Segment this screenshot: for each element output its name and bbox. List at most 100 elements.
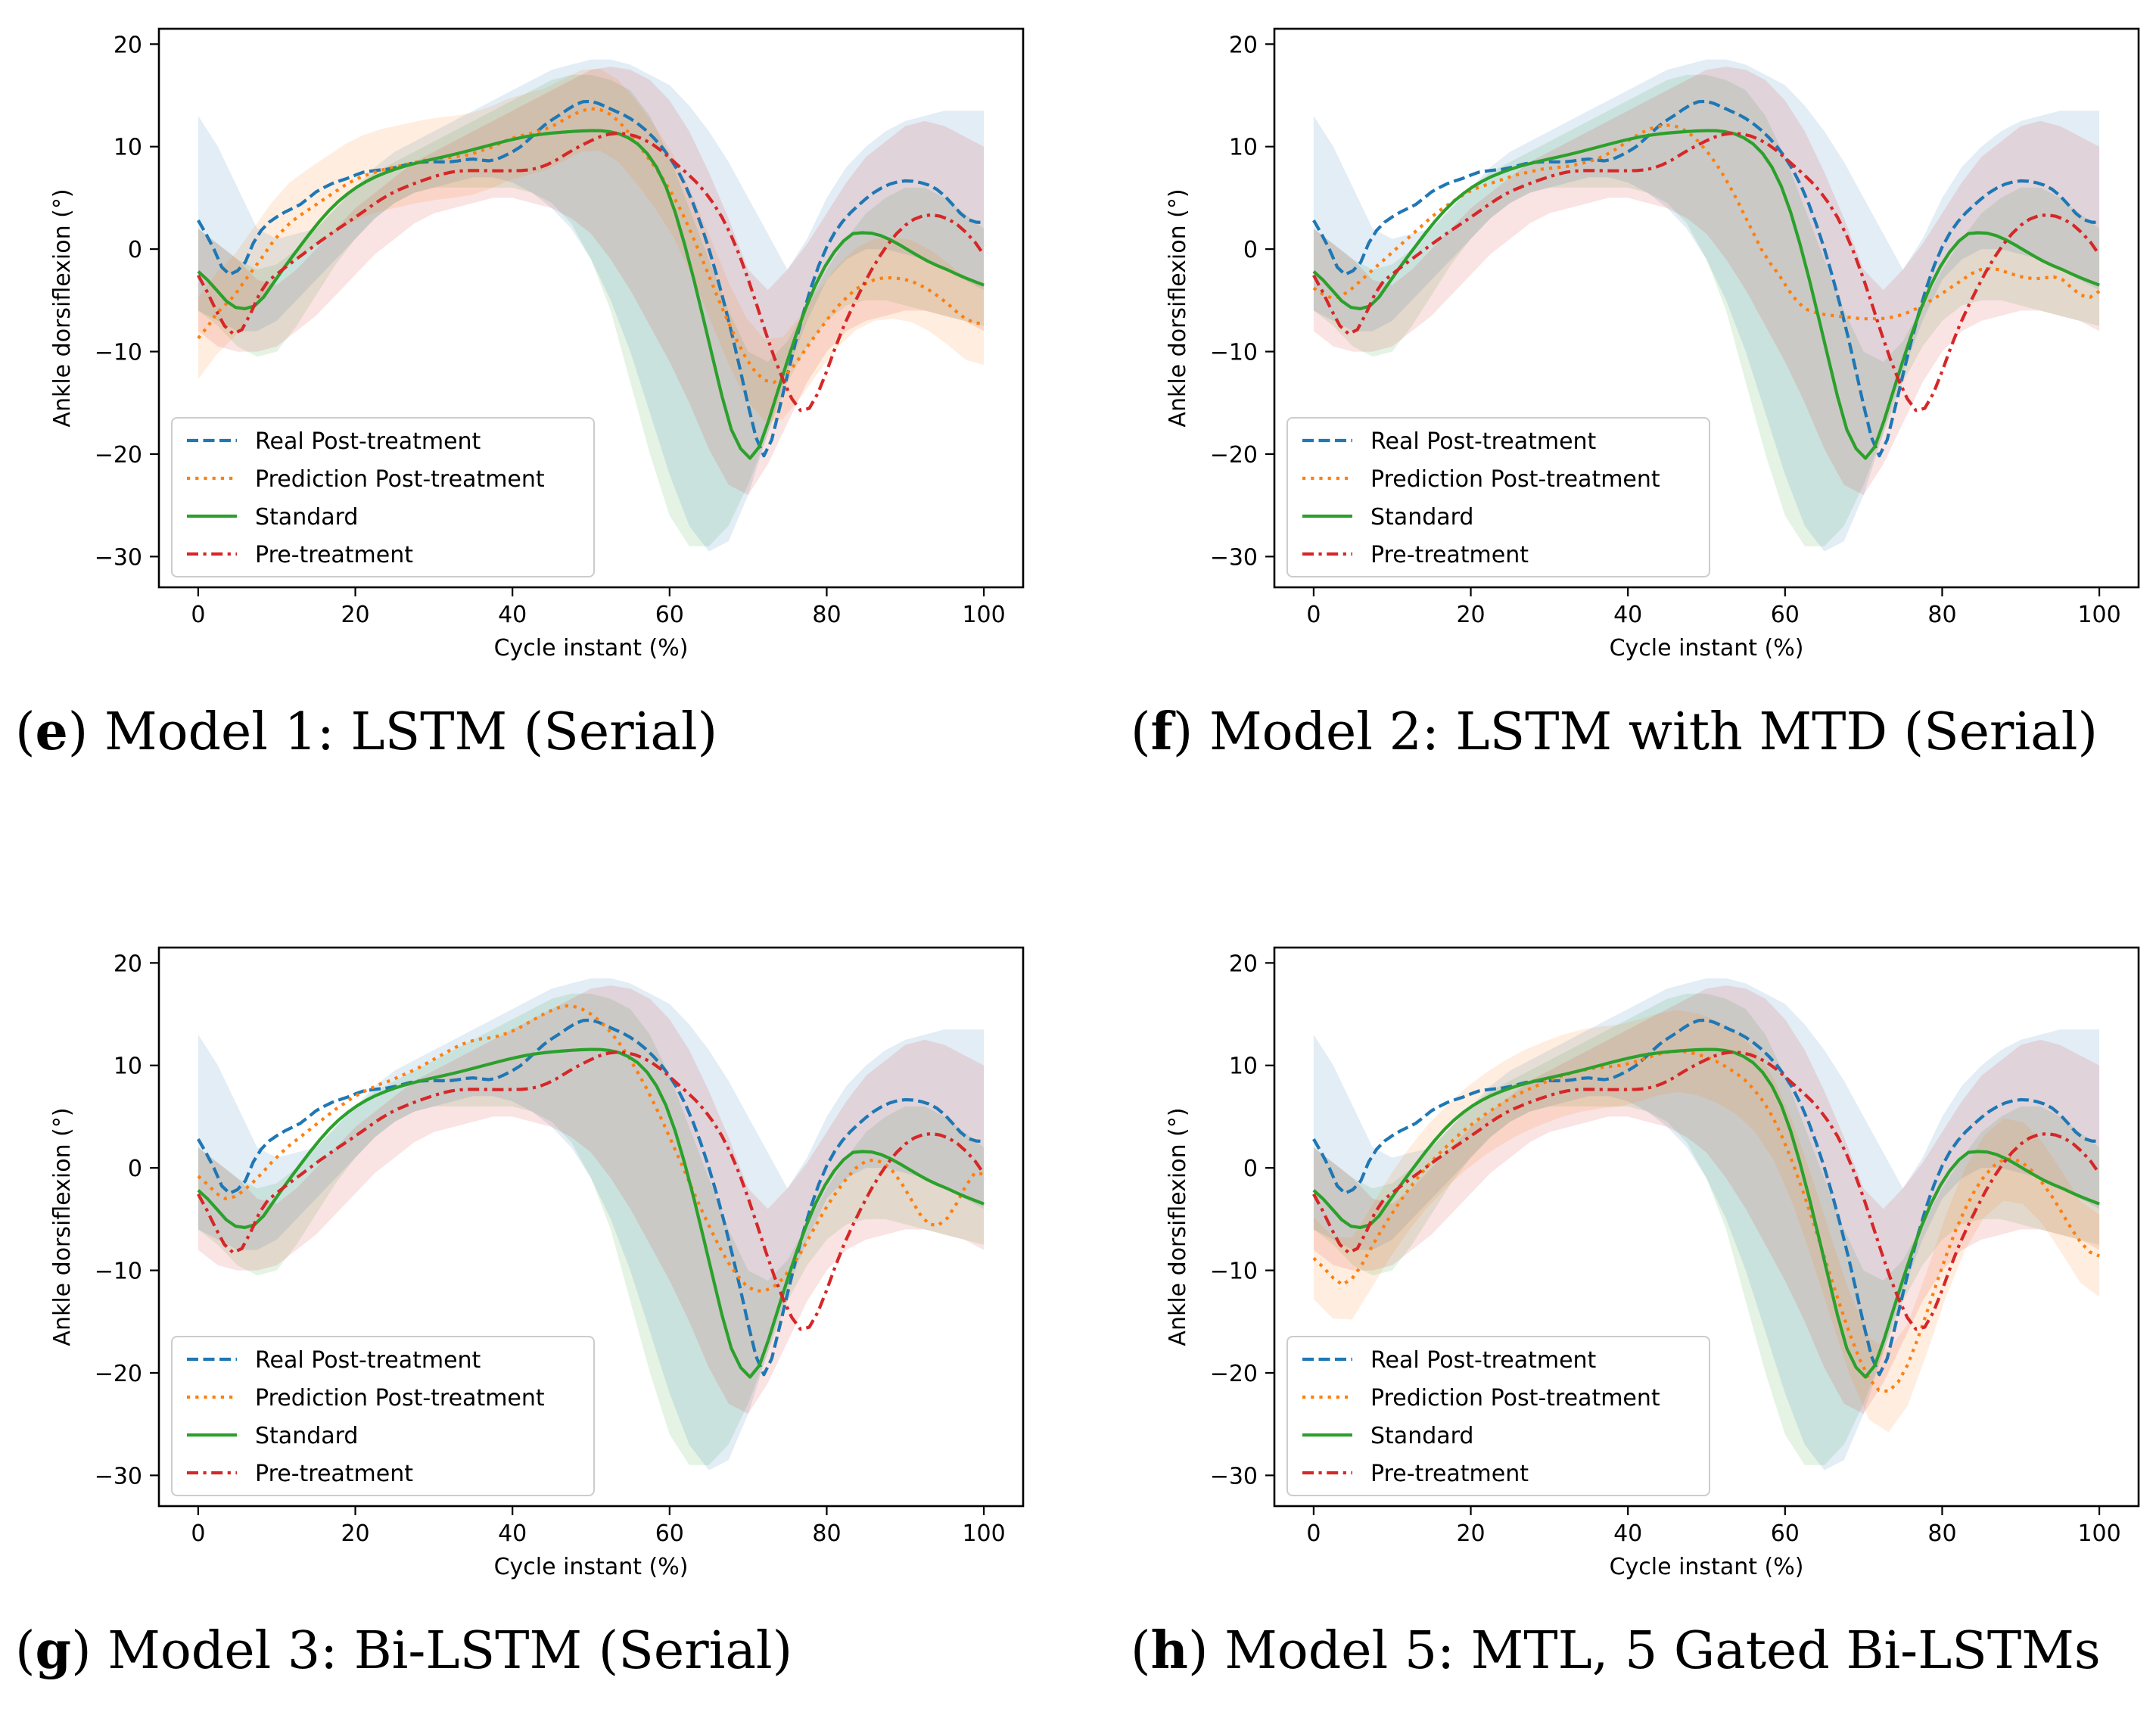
- legend-real-label: Real Post-treatment: [255, 1347, 481, 1374]
- y-tick-label: −30: [1210, 544, 1258, 571]
- band-standard: [198, 993, 985, 1465]
- x-tick-label: 20: [341, 602, 369, 628]
- caption-letter: g: [36, 1620, 72, 1681]
- y-tick-label: −20: [1210, 1361, 1258, 1387]
- y-tick-label: 10: [1229, 1054, 1258, 1080]
- legend-standard-label: Standard: [255, 1423, 358, 1449]
- series-standard: [197, 129, 985, 460]
- y-tick-label: 0: [128, 1156, 142, 1182]
- legend-pre-label: Pre-treatment: [1370, 1461, 1529, 1487]
- plot-area: [1312, 59, 2101, 552]
- legend-pre-label: Pre-treatment: [255, 542, 413, 568]
- legend-pre-label: Pre-treatment: [255, 1461, 413, 1487]
- panel-caption: (h) Model 5: MTL, 5 Gated Bi-LSTMs: [1131, 1620, 2101, 1681]
- x-tick-label: 80: [812, 602, 841, 628]
- legend-box: [1286, 1336, 1710, 1496]
- caption-text: ) Model 2: LSTM with MTD (Serial): [1173, 702, 2098, 762]
- caption-open-paren: (: [15, 702, 36, 762]
- y-tick-label: 20: [114, 32, 142, 58]
- legend-standard-label: Standard: [255, 504, 358, 531]
- y-tick-label: −30: [95, 1463, 142, 1489]
- y-tick-label: −10: [95, 1259, 142, 1285]
- legend-box: [171, 417, 595, 577]
- panel-g: 0 20 40 60 80 100 −30 −20 −10 0 10 20 Cycle instant …: [15, 946, 1025, 1681]
- x-axis-label: Cycle instant (%): [494, 635, 689, 661]
- caption-text: ) Model 1: LSTM (Serial): [68, 702, 717, 762]
- series-standard: [1312, 129, 2100, 460]
- y-axis-label: Ankle dorsiflexion (°): [49, 1107, 76, 1346]
- series-pre-treatment: [1312, 1050, 2101, 1331]
- panel-h: 0 20 40 60 80 100 −30 −20 −10 0 10 20 Cycle instant …: [1131, 946, 2140, 1681]
- x-tick-label: 60: [1771, 602, 1800, 628]
- y-tick-label: 20: [1229, 32, 1258, 58]
- y-tick-label: 0: [1243, 1156, 1258, 1182]
- y-tick-label: −20: [95, 442, 142, 468]
- x-tick-label: 0: [1306, 602, 1321, 628]
- x-tick-label: 60: [655, 1520, 684, 1547]
- band-real: [198, 59, 985, 552]
- caption-letter: e: [36, 702, 68, 762]
- x-axis-label: Cycle instant (%): [494, 1554, 689, 1580]
- legend-box: [171, 1336, 595, 1496]
- series-real-post-treatment: [197, 99, 985, 458]
- plot-area: [1312, 978, 2101, 1471]
- y-tick-label: 20: [1229, 951, 1258, 977]
- band-real: [1313, 978, 2100, 1471]
- x-tick-label: 0: [191, 1520, 205, 1547]
- x-tick-label: 0: [1306, 1520, 1321, 1547]
- series-real-post-treatment: [197, 1018, 985, 1377]
- x-tick-label: 100: [962, 602, 1005, 628]
- x-tick-label: 80: [812, 1520, 841, 1547]
- y-tick-label: −30: [1210, 1463, 1258, 1489]
- x-tick-label: 80: [1927, 1520, 1956, 1547]
- axes-frame: [157, 946, 1025, 1508]
- y-tick-label: 10: [1229, 135, 1258, 161]
- x-axis-label: Cycle instant (%): [1610, 635, 1804, 661]
- legend-box: [1286, 417, 1710, 577]
- x-tick-label: 100: [2077, 1520, 2120, 1547]
- legend-prediction-label: Prediction Post-treatment: [255, 466, 545, 493]
- y-tick-label: −20: [1210, 442, 1258, 468]
- x-tick-label: 40: [1613, 602, 1642, 628]
- y-tick-label: −10: [95, 340, 142, 366]
- caption-text: ) Model 5: MTL, 5 Gated Bi-LSTMs: [1188, 1621, 2101, 1681]
- y-tick-label: 10: [114, 1054, 142, 1080]
- legend-real-label: Real Post-treatment: [1370, 428, 1597, 455]
- caption-open-paren: (: [1131, 702, 1151, 762]
- axes-frame: [1273, 27, 2140, 589]
- caption-open-paren: (: [1131, 1621, 1151, 1681]
- band-real: [198, 978, 985, 1471]
- y-tick-label: 20: [114, 951, 142, 977]
- series-standard: [197, 1047, 985, 1379]
- legend-pre-label: Pre-treatment: [1370, 542, 1529, 568]
- axes-frame: [1273, 946, 2140, 1508]
- x-tick-label: 0: [191, 602, 205, 628]
- legend-standard-label: Standard: [1370, 504, 1473, 531]
- panel-caption: (e) Model 1: LSTM (Serial): [15, 702, 717, 762]
- x-axis-label: Cycle instant (%): [1610, 1554, 1804, 1580]
- series-pre-treatment: [197, 132, 985, 412]
- legend-standard-label: Standard: [1370, 1423, 1473, 1449]
- axes-frame: [157, 27, 1025, 589]
- caption-open-paren: (: [15, 1621, 36, 1681]
- series-pre-treatment: [1312, 132, 2101, 412]
- y-axis-label: Ankle dorsiflexion (°): [1165, 188, 1191, 427]
- legend-prediction-label: Prediction Post-treatment: [1370, 466, 1660, 493]
- x-tick-label: 40: [498, 602, 527, 628]
- y-tick-label: −10: [1210, 340, 1258, 366]
- x-tick-label: 20: [341, 1520, 369, 1547]
- x-tick-label: 60: [1771, 1520, 1800, 1547]
- panel-f: 0 20 40 60 80 100 −30 −20 −10 0 10 20 Cycle instant …: [1131, 27, 2140, 762]
- band-real: [1313, 59, 2100, 552]
- series-real-post-treatment: [1312, 99, 2100, 458]
- x-tick-label: 20: [1456, 602, 1485, 628]
- y-tick-label: −30: [95, 544, 142, 571]
- legend-prediction-label: Prediction Post-treatment: [1370, 1385, 1660, 1412]
- series-prediction-post-treatment: [197, 1004, 985, 1293]
- band-standard: [1313, 74, 2100, 546]
- x-tick-label: 80: [1927, 602, 1956, 628]
- x-tick-label: 20: [1456, 1520, 1485, 1547]
- y-tick-label: 0: [1243, 237, 1258, 263]
- y-tick-label: −10: [1210, 1259, 1258, 1285]
